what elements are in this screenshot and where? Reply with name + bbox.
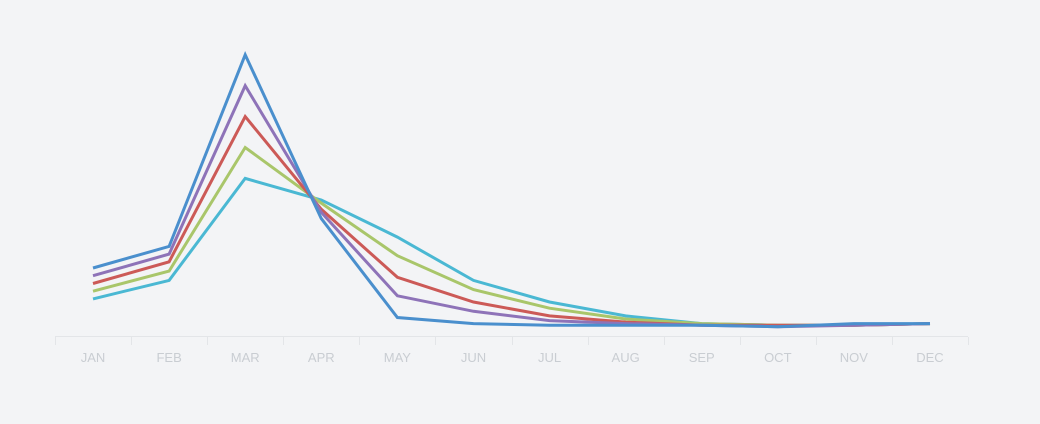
x-tick-label-dec: DEC (916, 350, 943, 365)
series-1-line (92, 51, 930, 329)
x-tick-label-aug: AUG (612, 350, 640, 365)
x-tick-label-feb: FEB (156, 350, 181, 365)
x-tick-label-jul: JUL (538, 350, 561, 365)
series-4-line (92, 145, 931, 327)
x-tick-label-nov: NOV (840, 350, 869, 365)
x-axis-labels: JAN FEB MAR APR MAY JUN JUL AUG SEP OCT NOV DEC (81, 350, 944, 365)
x-tick-label-mar: MAR (231, 350, 260, 365)
x-axis-ticks (55, 337, 969, 345)
x-tick-label-jan: JAN (81, 350, 106, 365)
series-4 (92, 145, 931, 327)
series-5-line (92, 176, 931, 327)
series-layer (92, 51, 931, 329)
x-tick-label-may: MAY (384, 350, 412, 365)
series-5 (92, 176, 931, 327)
x-tick-label-jun: JUN (461, 350, 486, 365)
x-tick-label-oct: OCT (764, 350, 792, 365)
x-tick-label-sep: SEP (689, 350, 715, 365)
series-1 (92, 51, 930, 329)
x-tick-label-apr: APR (308, 350, 335, 365)
